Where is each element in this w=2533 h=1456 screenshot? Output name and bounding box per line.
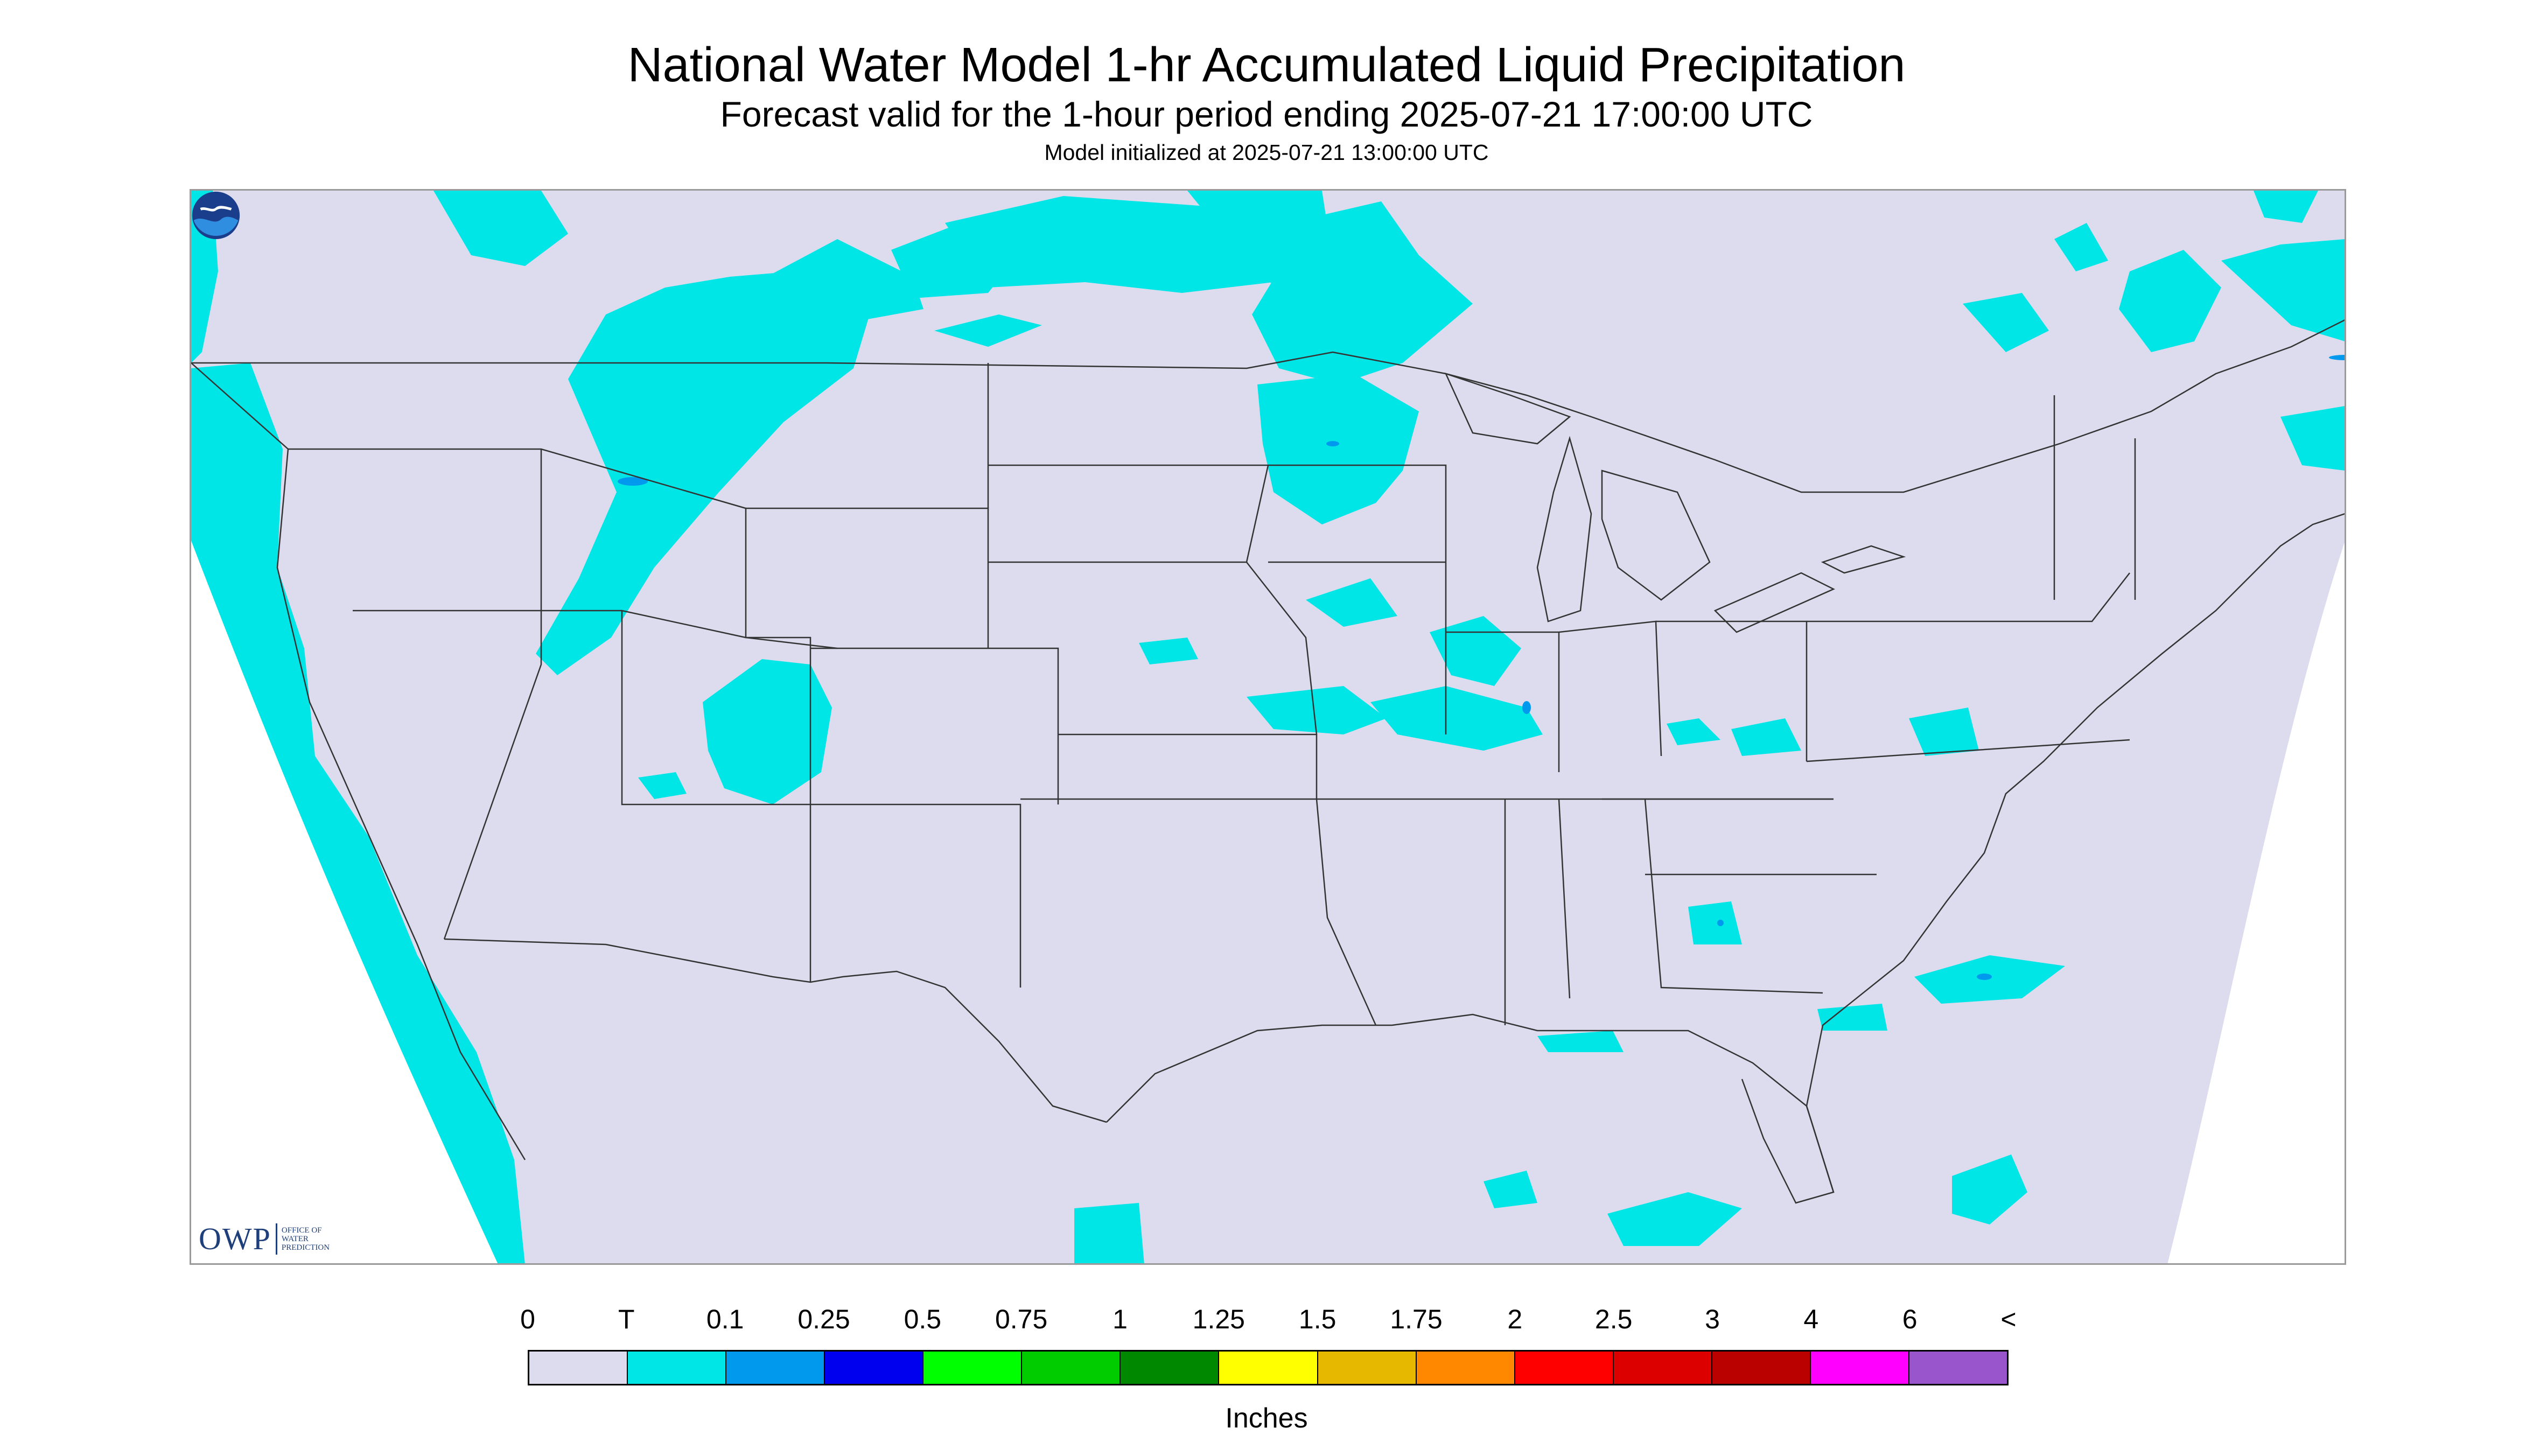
legend-tick-label: 0.25: [797, 1304, 850, 1334]
legend-tick-label: 1.25: [1192, 1304, 1245, 1334]
owp-logo-text: OWP: [199, 1221, 271, 1256]
legend-swatch-0: [529, 1352, 628, 1384]
legend-swatch-6: [1121, 1352, 1220, 1384]
legend-tick-labels: 0 T 0.1 0.25 0.5 0.75 1 1.25 1.5 1.75 2 2.5 3 4 6 <: [0, 1303, 2533, 1341]
legend-tick-label: 4: [1803, 1304, 1819, 1334]
legend-tick-label: 6: [1902, 1304, 1918, 1334]
owp-logo: OWP OFFICE OF WATER PREDICTION: [199, 1221, 330, 1257]
map-subtitle: Forecast valid for the 1-hour period end…: [720, 94, 1813, 134]
legend-tick-label: 0.75: [995, 1304, 1048, 1334]
legend-tick-label: 3: [1705, 1304, 1720, 1334]
legend-tick-label: 0: [520, 1304, 535, 1334]
legend-tick-label: 1: [1112, 1304, 1128, 1334]
legend-swatch-11: [1613, 1352, 1712, 1384]
legend-tick-label: T: [618, 1304, 635, 1334]
light-precip-spots: [618, 355, 2345, 980]
legend-swatch-9: [1416, 1352, 1515, 1384]
noaa-logo-icon: [192, 191, 240, 240]
legend-swatch-8: [1318, 1352, 1417, 1384]
legend-swatch-7: [1219, 1352, 1318, 1384]
legend-swatch-1: [628, 1352, 727, 1384]
map-canvas: [191, 191, 2345, 1263]
model-init-text: Model initialized at 2025-07-21 13:00:00…: [1044, 140, 1489, 165]
legend-colorbar: [528, 1350, 2009, 1385]
legend-tick-label: <: [2000, 1304, 2017, 1334]
legend-tick-label: 1.5: [1298, 1304, 1337, 1334]
legend-tick-label: 1.75: [1390, 1304, 1443, 1334]
owp-logo-divider: [275, 1223, 277, 1255]
map-title: National Water Model 1-hr Accumulated Li…: [627, 38, 1906, 92]
legend-units: Inches: [1225, 1403, 1308, 1434]
legend-tick-label: 0.1: [706, 1304, 744, 1334]
legend-swatch-13: [1810, 1352, 1909, 1384]
legend-swatch-14: [1909, 1352, 2007, 1384]
legend-swatch-2: [726, 1352, 825, 1384]
legend-swatch-3: [825, 1352, 924, 1384]
legend-swatch-4: [923, 1352, 1023, 1384]
legend-tick-label: 2.5: [1594, 1304, 1633, 1334]
legend-tick-label: 2: [1507, 1304, 1523, 1334]
legend-swatch-12: [1712, 1352, 1811, 1384]
trace-precip-areas: [191, 191, 2345, 1263]
owp-logo-caption: OFFICE OF WATER PREDICTION: [281, 1226, 330, 1252]
legend-swatch-5: [1022, 1352, 1121, 1384]
boundaries: [191, 319, 2345, 1204]
legend-swatch-10: [1515, 1352, 1614, 1384]
model-domain: [191, 191, 2345, 1263]
precipitation-map: OWP OFFICE OF WATER PREDICTION: [190, 189, 2346, 1265]
legend-tick-label: 0.5: [904, 1304, 942, 1334]
